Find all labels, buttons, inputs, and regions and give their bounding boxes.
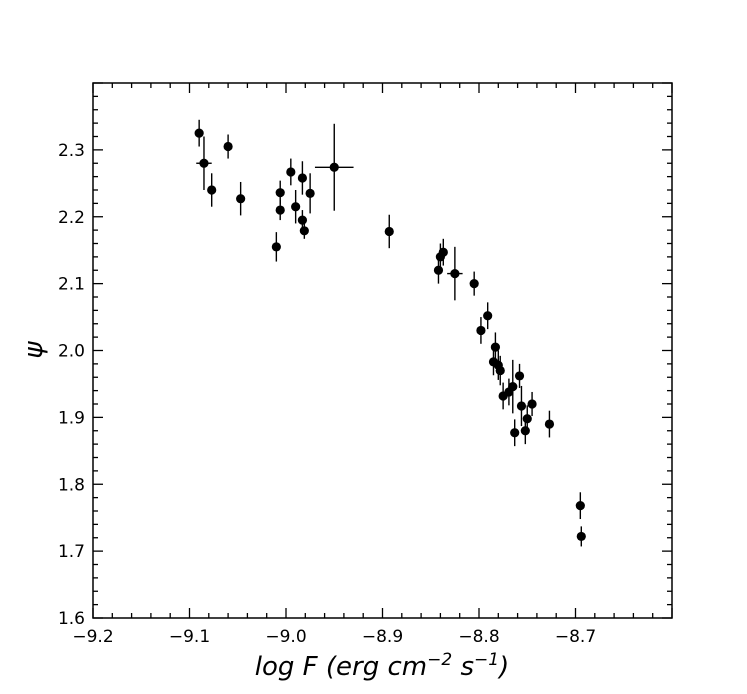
y-tick-label: 2.3 (58, 141, 85, 161)
data-point-group (576, 526, 586, 547)
x-tick-label: −8.9 (362, 627, 403, 647)
axis-ticks: −9.2 −9.1 −9.0 −8.9 −8.8 −8.7 1.6 1.7 1.8 1.9 2.0 2… (58, 82, 673, 647)
y-tick-label: 2.1 (58, 275, 85, 295)
data-point-group (196, 136, 212, 190)
data-point (275, 188, 285, 198)
data-point-group (498, 382, 508, 410)
data-point (384, 226, 394, 237)
data-point (433, 265, 444, 275)
data-point-group (236, 181, 246, 216)
data-point (476, 325, 486, 336)
data-point-group (490, 332, 501, 362)
y-tick-label: 2.2 (58, 208, 85, 228)
data-point (514, 371, 525, 381)
data-point (495, 365, 505, 376)
data-point-group (495, 355, 505, 386)
data-point-group (384, 214, 394, 249)
data-point-group (516, 385, 527, 427)
data-point-group (291, 190, 301, 224)
data-point-group (438, 238, 448, 266)
data-point-group (305, 173, 315, 214)
data-point (297, 173, 308, 183)
data-point (299, 226, 309, 236)
x-tick-label: −9.1 (169, 627, 210, 647)
data-point (236, 194, 246, 204)
data-point (329, 162, 339, 172)
data-point-group (527, 391, 537, 417)
data-point (207, 185, 217, 195)
x-axis-label: log F (erg cm−2 s−1) (255, 650, 509, 682)
data-point-group (510, 419, 520, 447)
data-point (575, 501, 585, 511)
data-point-group (514, 363, 525, 388)
data-point (450, 268, 460, 279)
data-point (199, 158, 209, 168)
data-point-group (194, 119, 204, 147)
data-point (522, 414, 532, 424)
data-point (520, 426, 530, 436)
data-point-group (286, 158, 296, 186)
data-point (544, 419, 555, 429)
data-point (223, 141, 233, 152)
data-point-group (544, 410, 555, 438)
data-point-group (575, 492, 585, 520)
data-point-group (447, 246, 463, 301)
data-point-group (223, 134, 233, 159)
data-point (286, 167, 296, 177)
y-tick-label: 1.8 (58, 475, 85, 495)
data-point (576, 531, 586, 542)
data-point (469, 279, 479, 289)
data-point (490, 342, 501, 352)
data-point-group (469, 271, 479, 296)
data-point (508, 382, 518, 392)
data-point-group (476, 317, 486, 344)
data-point (527, 399, 537, 409)
data-point-group (297, 161, 308, 195)
data-point-group (275, 200, 285, 221)
data-point (297, 215, 308, 225)
data-point (438, 247, 448, 257)
data-point (194, 128, 204, 138)
data-point (271, 242, 281, 252)
data-point-group (522, 405, 532, 433)
x-tick-label: −8.8 (458, 627, 499, 647)
data-point (510, 428, 520, 438)
y-tick-label: 2.0 (58, 342, 85, 362)
y-axis-label: ψ (19, 341, 49, 359)
x-tick-label: −9.0 (265, 627, 306, 647)
x-tick-label: −9.2 (72, 627, 113, 647)
data-point-group (299, 222, 309, 239)
data-point (275, 205, 285, 215)
data-point (483, 311, 493, 321)
data-point-group (207, 173, 217, 207)
data-point-group (314, 123, 354, 211)
data-points (194, 119, 586, 547)
data-point-group (483, 302, 493, 330)
data-point-group (271, 232, 281, 262)
data-point (291, 202, 301, 212)
data-point (305, 188, 315, 198)
data-point (516, 401, 527, 411)
y-tick-label: 1.7 (58, 542, 85, 562)
y-tick-label: 1.6 (58, 609, 85, 629)
data-point-group (508, 359, 518, 414)
y-tick-label: 1.9 (58, 408, 85, 428)
x-tick-label: −8.7 (555, 627, 596, 647)
